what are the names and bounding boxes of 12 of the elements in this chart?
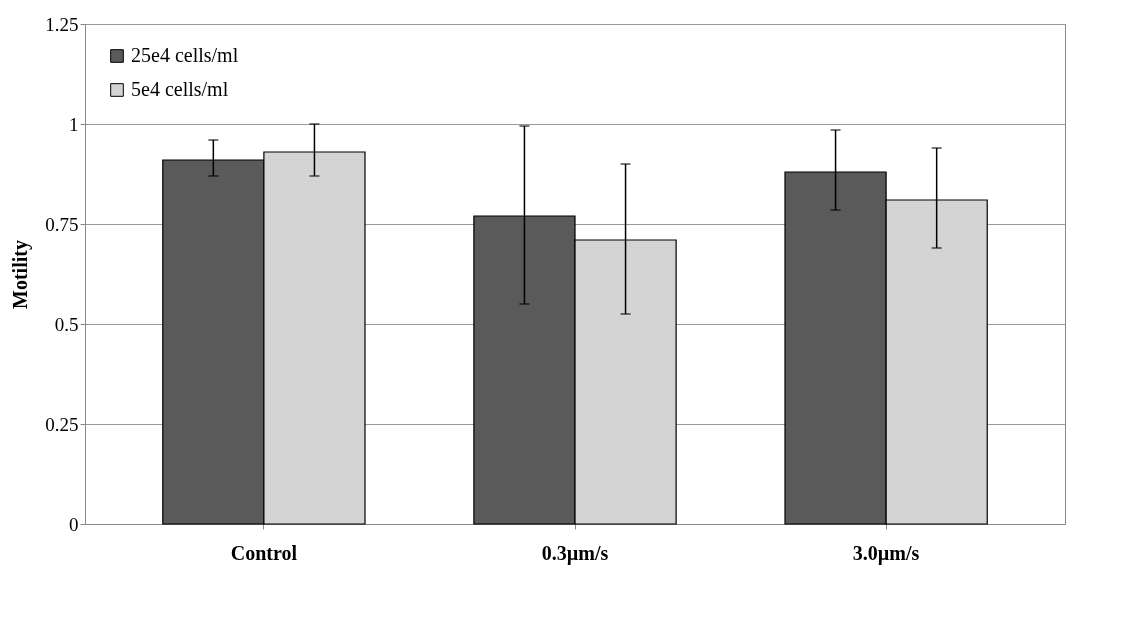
- legend-label: 25e4 cells/ml: [131, 44, 239, 66]
- y-tick-label: 0.5: [54, 313, 79, 335]
- legend-label: 5e4 cells/ml: [131, 78, 229, 100]
- y-tick-label: 1.25: [45, 13, 79, 35]
- x-tick-label: Control: [230, 541, 298, 564]
- x-tick-label: 3.0µm/s: [852, 541, 920, 565]
- y-tick-label: 0.75: [45, 213, 79, 235]
- y-tick-label: 1: [69, 113, 79, 135]
- y-tick-label: 0: [69, 513, 79, 535]
- y-tick-label: 0.25: [45, 413, 79, 435]
- x-tick-label: 0.3µm/s: [541, 541, 609, 565]
- y-axis-title: Motility: [9, 240, 33, 309]
